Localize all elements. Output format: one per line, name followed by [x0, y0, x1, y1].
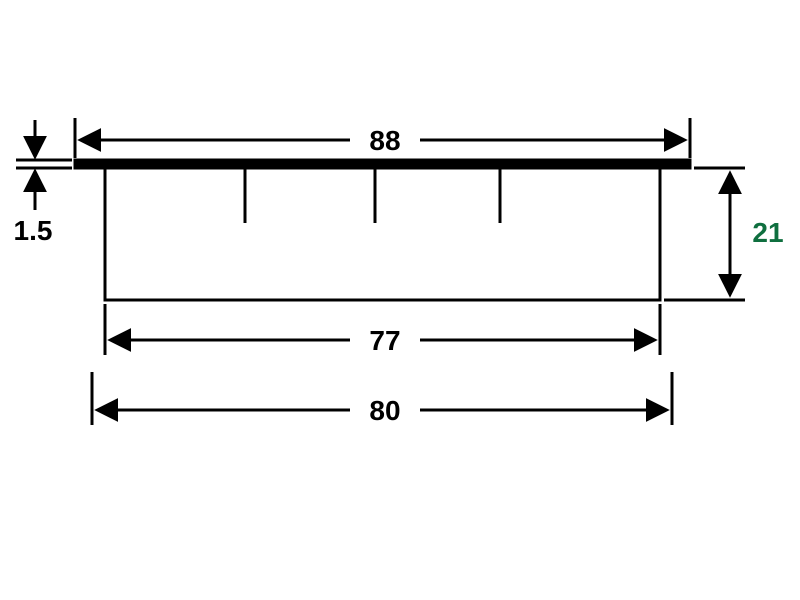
flange-rect — [75, 160, 690, 168]
dimension-top-width: 88 — [75, 118, 690, 158]
dimension-outer-width-value: 80 — [369, 395, 400, 426]
body-outline — [105, 168, 660, 300]
dimension-outer-width: 80 — [92, 372, 672, 426]
dimension-top-width-value: 88 — [369, 125, 400, 156]
technical-drawing: 88 77 80 1.5 21 — [0, 0, 800, 600]
part-outline — [75, 160, 690, 300]
dimension-flange-thickness-value: 1.5 — [14, 215, 53, 246]
dimension-inner-width: 77 — [105, 304, 660, 356]
dimension-flange-thickness: 1.5 — [14, 120, 72, 246]
dimension-height-value: 21 — [752, 217, 783, 248]
dimension-height: 21 — [664, 168, 784, 300]
dimension-inner-width-value: 77 — [369, 325, 400, 356]
